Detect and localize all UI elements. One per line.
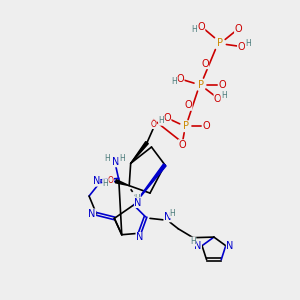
- Text: O: O: [237, 42, 245, 52]
- Polygon shape: [134, 164, 166, 205]
- Text: O: O: [202, 121, 210, 131]
- Text: N: N: [194, 241, 202, 251]
- Text: H: H: [158, 116, 164, 125]
- Text: N: N: [164, 212, 171, 222]
- Text: N: N: [92, 176, 100, 186]
- Text: O: O: [235, 24, 242, 34]
- Polygon shape: [131, 142, 148, 164]
- Text: P: P: [217, 38, 223, 48]
- Text: H: H: [135, 194, 140, 203]
- Text: O: O: [178, 140, 186, 150]
- Text: N: N: [112, 157, 119, 167]
- Text: O: O: [218, 80, 226, 90]
- Text: O: O: [197, 22, 205, 32]
- Text: P: P: [197, 80, 203, 90]
- Text: N: N: [136, 232, 143, 242]
- Text: H: H: [221, 92, 226, 100]
- Text: O: O: [108, 176, 114, 185]
- Text: P: P: [183, 121, 189, 131]
- Text: N: N: [134, 198, 142, 208]
- Text: H: H: [105, 154, 110, 164]
- Text: O: O: [214, 94, 222, 104]
- Polygon shape: [115, 180, 129, 186]
- Text: O: O: [164, 113, 171, 123]
- Text: O: O: [201, 59, 209, 69]
- Text: H: H: [190, 237, 196, 246]
- Text: N: N: [226, 241, 234, 251]
- Text: N: N: [88, 209, 96, 219]
- Text: H: H: [169, 209, 175, 218]
- Text: O: O: [184, 100, 192, 110]
- Text: H: H: [172, 77, 177, 86]
- Text: H: H: [119, 154, 124, 163]
- Text: H: H: [103, 179, 108, 188]
- Text: O: O: [176, 74, 184, 84]
- Text: H: H: [245, 39, 251, 48]
- Text: H: H: [192, 25, 197, 34]
- Text: O: O: [151, 120, 157, 129]
